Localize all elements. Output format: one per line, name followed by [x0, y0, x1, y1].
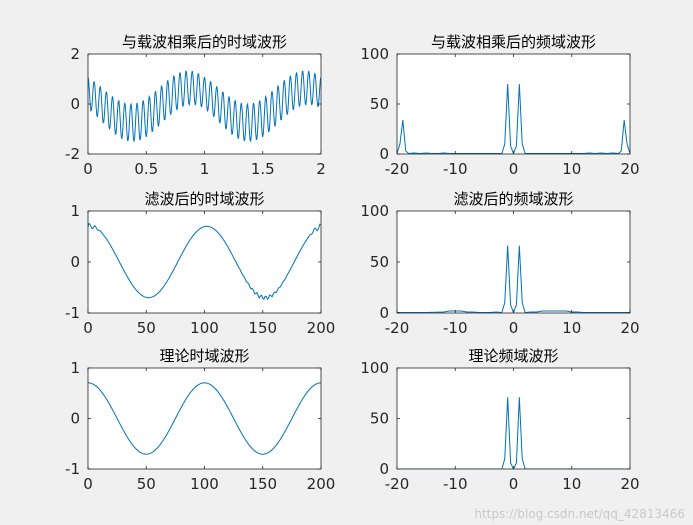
- y-tick-label: 0: [379, 145, 389, 163]
- y-tick-label: 1: [70, 202, 80, 220]
- y-tick-label: -1: [65, 460, 80, 478]
- y-tick-label: 50: [370, 95, 389, 113]
- x-tick-label: 0: [83, 319, 93, 337]
- y-tick-label: -1: [65, 304, 80, 322]
- x-tick-label: 50: [137, 475, 156, 493]
- axes-background: [397, 211, 630, 313]
- x-tick-label: 0: [509, 475, 519, 493]
- x-tick-label: 1: [200, 160, 210, 178]
- x-tick-label: -20: [385, 475, 410, 493]
- y-tick-label: 50: [370, 253, 389, 271]
- x-tick-label: -10: [443, 160, 468, 178]
- x-tick-label: 100: [190, 475, 219, 493]
- x-tick-label: 150: [248, 319, 277, 337]
- subplot-title: 理论频域波形: [468, 347, 558, 365]
- x-tick-label: 200: [307, 319, 336, 337]
- y-tick-label: 2: [70, 45, 80, 63]
- y-tick-label: 0: [70, 253, 80, 271]
- x-tick-label: -20: [385, 160, 410, 178]
- y-tick-label: 100: [360, 45, 389, 63]
- x-tick-label: 10: [562, 475, 581, 493]
- y-tick-label: -2: [65, 145, 80, 163]
- subplot-title: 滤波后的频域波形: [453, 190, 573, 208]
- x-tick-label: 0.5: [134, 160, 158, 178]
- y-tick-label: 0: [70, 410, 80, 428]
- x-tick-label: 20: [620, 319, 639, 337]
- watermark-text: https://blog.csdn.net/qq_42813466: [474, 507, 685, 521]
- x-tick-label: 1.5: [251, 160, 275, 178]
- series-line: [88, 382, 321, 455]
- x-tick-label: 0: [509, 319, 519, 337]
- subplot-title: 与载波相乘后的时域波形: [122, 33, 287, 51]
- y-tick-label: 100: [360, 202, 389, 220]
- x-tick-label: 20: [620, 475, 639, 493]
- subplot-title: 滤波后的时域波形: [144, 190, 264, 208]
- axes-background: [88, 368, 321, 469]
- x-tick-label: 0: [83, 475, 93, 493]
- axes-background: [88, 211, 321, 313]
- x-tick-label: 200: [307, 475, 336, 493]
- series-line: [397, 397, 630, 469]
- y-tick-label: 0: [379, 460, 389, 478]
- x-tick-label: 0: [509, 160, 519, 178]
- y-tick-label: 0: [379, 304, 389, 322]
- x-tick-label: 50: [137, 319, 156, 337]
- x-tick-label: -10: [443, 319, 468, 337]
- x-tick-label: 10: [562, 319, 581, 337]
- series-line: [88, 70, 321, 142]
- x-tick-label: -20: [385, 319, 410, 337]
- subplot-title: 与载波相乘后的频域波形: [431, 33, 596, 51]
- subplot-ideal-freq: -20 -10 0 10 20 0 50 100 理论频域波形: [360, 347, 639, 493]
- y-tick-label: 1: [70, 359, 80, 377]
- x-tick-label: 20: [620, 160, 639, 178]
- x-tick-label: -10: [443, 475, 468, 493]
- x-tick-label: 150: [248, 475, 277, 493]
- y-tick-label: 50: [370, 410, 389, 428]
- subplot-filt-freq: -20 -10 0 10 20 0 50 100 滤波后的频域波形: [360, 190, 639, 337]
- axes-background: [397, 54, 630, 154]
- series-line: [88, 222, 321, 300]
- axes-background: [397, 368, 630, 469]
- y-tick-label: 0: [70, 95, 80, 113]
- x-tick-label: 0: [83, 160, 93, 178]
- subplot-mod-freq: -20 -10 0 10 20 0 50 100 与载波相乘后的频域波形: [360, 33, 639, 178]
- x-tick-label: 2: [316, 160, 326, 178]
- x-tick-label: 10: [562, 160, 581, 178]
- y-tick-label: 100: [360, 359, 389, 377]
- x-tick-label: 100: [190, 319, 219, 337]
- subplot-title: 理论时域波形: [159, 347, 249, 365]
